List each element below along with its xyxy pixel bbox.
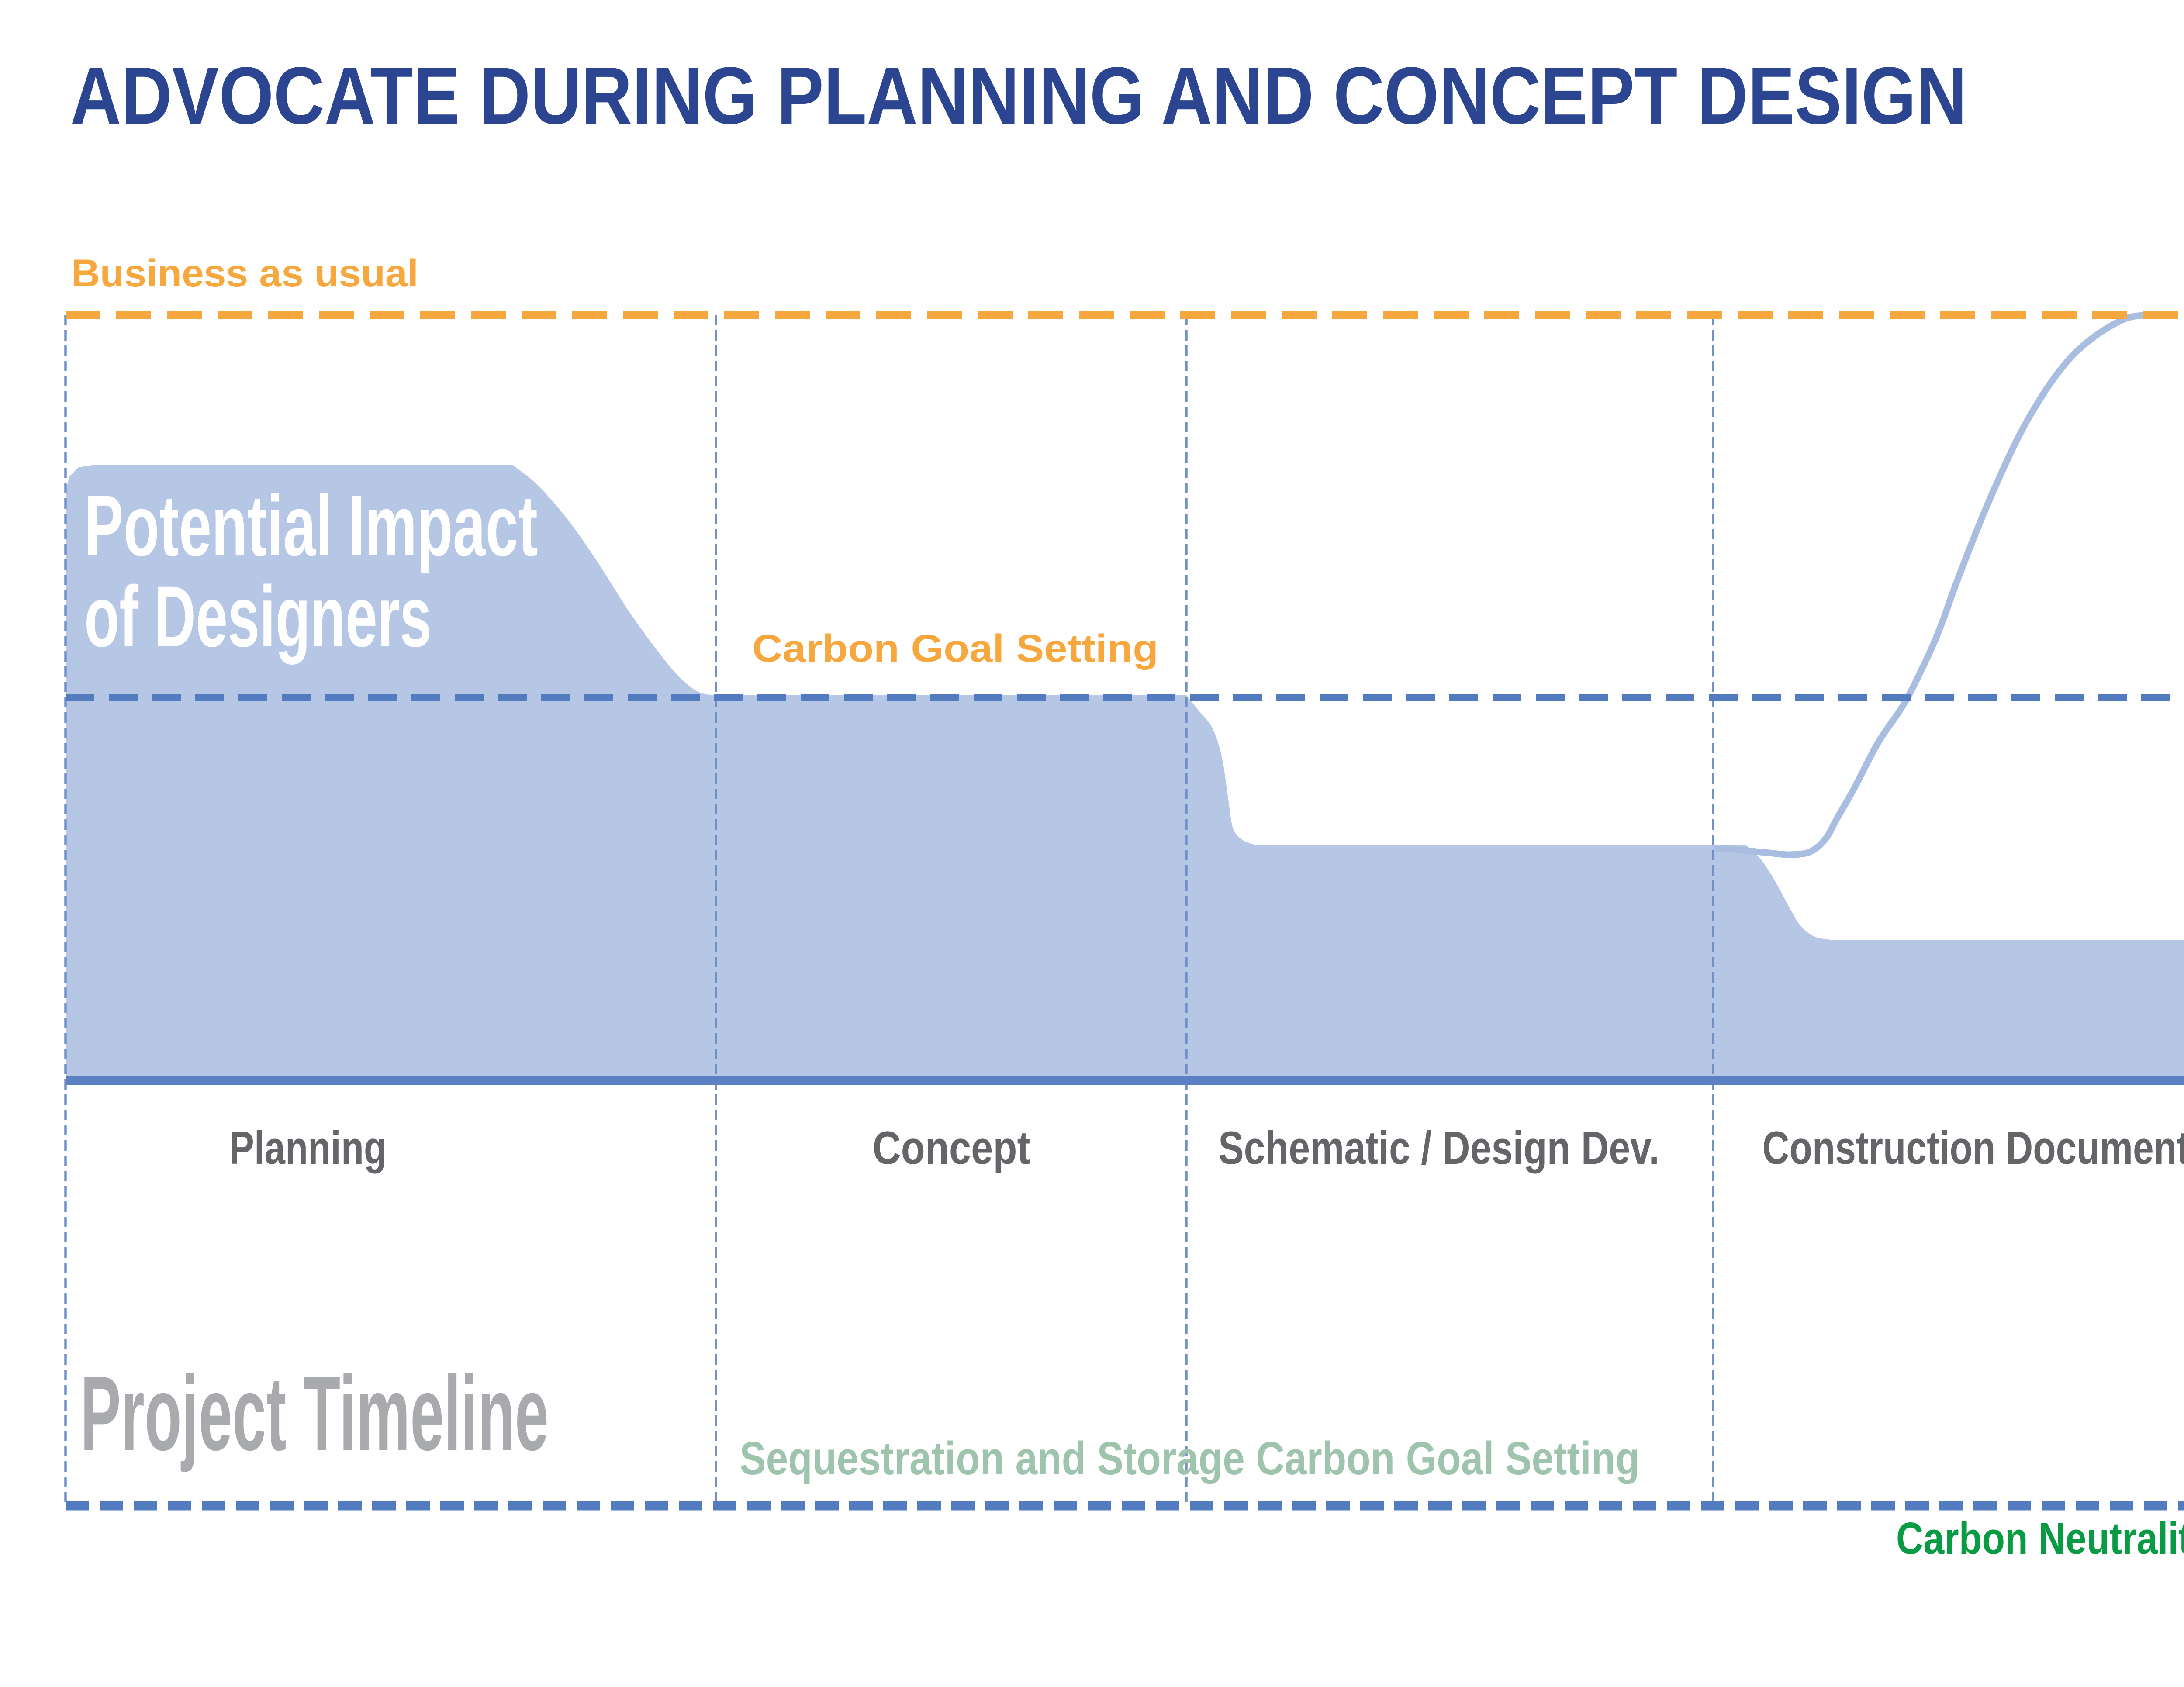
svg-text:Schematic / Design Dev.: Schematic / Design Dev. xyxy=(1218,1121,1659,1174)
svg-text:Carbon Neutrality: Total embod: Carbon Neutrality: Total embodied + oper… xyxy=(1896,1513,2184,1563)
svg-text:Carbon Goal Setting: Carbon Goal Setting xyxy=(752,626,1158,670)
svg-text:Sequestration and Storage Carb: Sequestration and Storage Carbon Goal Se… xyxy=(740,1432,1640,1484)
svg-text:Concept: Concept xyxy=(873,1121,1030,1174)
svg-text:Project Timeline: Project Timeline xyxy=(80,1355,549,1473)
svg-text:Business as usual: Business as usual xyxy=(71,251,418,295)
svg-text:Potential Impact: Potential Impact xyxy=(84,477,538,574)
svg-text:ADVOCATE DURING PLANNING AND C: ADVOCATE DURING PLANNING AND CONCEPT DES… xyxy=(70,51,1967,141)
svg-text:Construction Documents: Construction Documents xyxy=(1762,1121,2184,1174)
svg-text:of Designers: of Designers xyxy=(84,568,432,665)
svg-text:Planning: Planning xyxy=(229,1121,387,1174)
